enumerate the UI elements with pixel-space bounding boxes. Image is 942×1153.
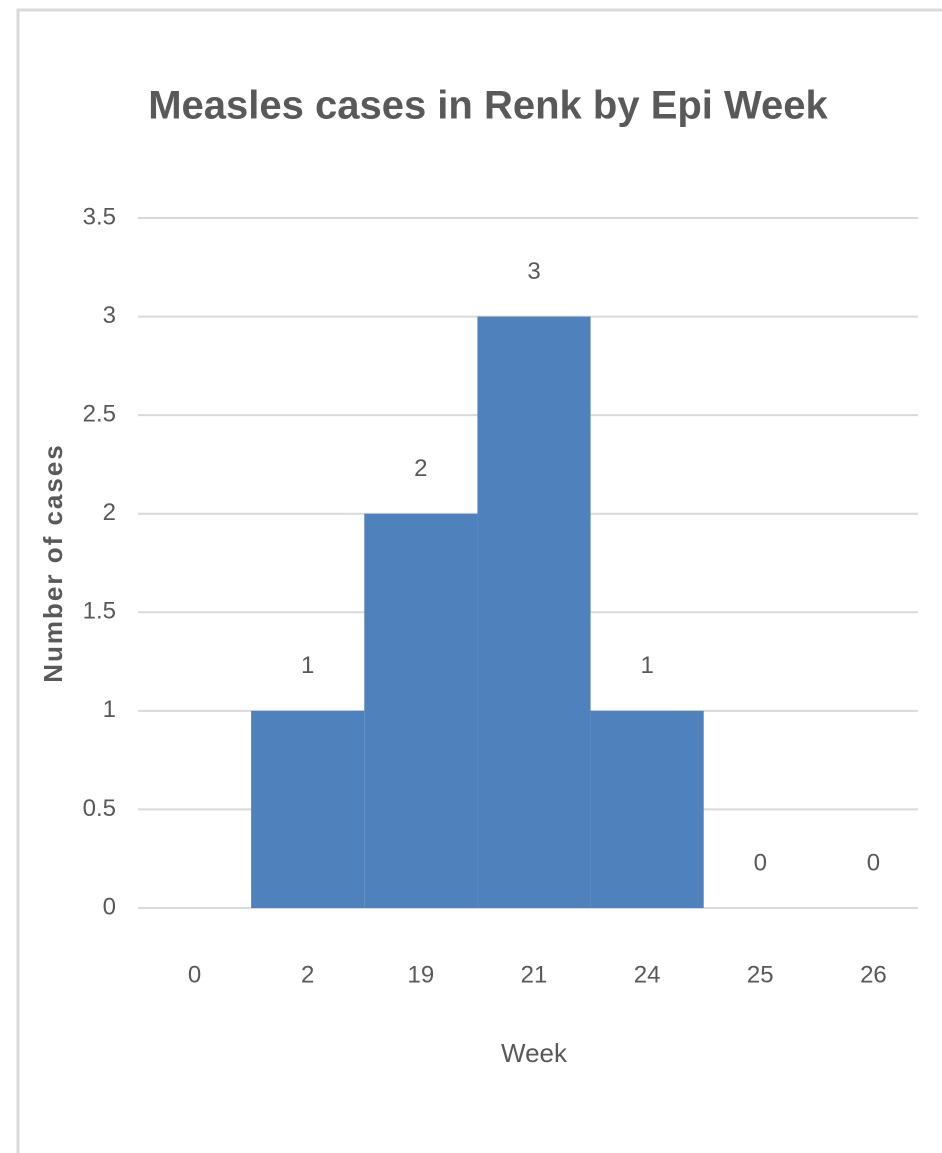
data-label: 1: [640, 652, 653, 679]
bar: [251, 710, 365, 908]
x-tick-label: 24: [634, 961, 661, 988]
bar: [590, 710, 704, 908]
data-label: 3: [527, 258, 540, 285]
y-tick-label: 1.5: [83, 598, 116, 625]
y-tick-label: 2: [103, 499, 116, 526]
x-tick-label: 26: [860, 961, 887, 988]
x-tick-label: 21: [521, 961, 548, 988]
y-tick-label: 3.5: [83, 203, 116, 230]
data-label: 2: [414, 455, 427, 482]
x-tick-label: 0: [188, 961, 201, 988]
x-tick-label: 2: [301, 961, 314, 988]
bar: [364, 513, 478, 908]
y-tick-label: 0.5: [83, 795, 116, 822]
data-label: 1: [301, 652, 314, 679]
y-tick-label: 3: [103, 302, 116, 329]
data-label: 0: [867, 849, 880, 876]
y-tick-label: 0: [103, 893, 116, 920]
data-label: 0: [754, 849, 767, 876]
y-tick-label: 1: [103, 696, 116, 723]
chart-title: Measles cases in Renk by Epi Week: [148, 84, 828, 128]
x-axis-title: Week: [501, 1038, 568, 1068]
y-tick-label: 2.5: [83, 400, 116, 427]
bar: [477, 316, 591, 909]
x-tick-label: 25: [747, 961, 774, 988]
y-axis-title: Number of cases: [38, 443, 68, 683]
x-tick-label: 19: [408, 961, 435, 988]
